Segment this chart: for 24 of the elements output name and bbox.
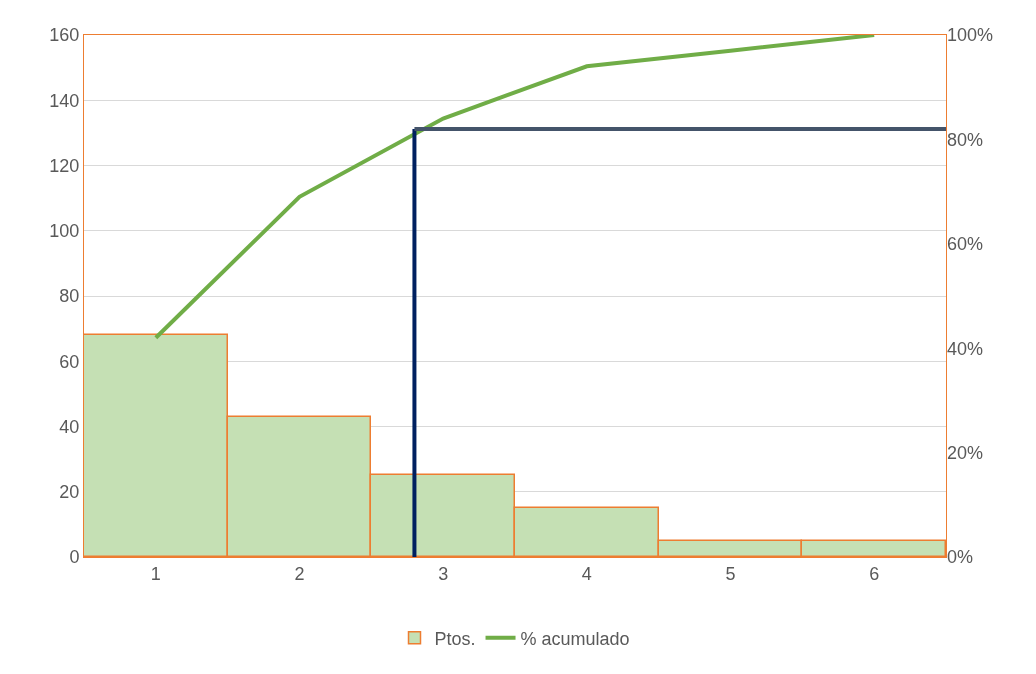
y-tick-label: 160 [49, 25, 80, 46]
y-tick-label: 140 [49, 90, 80, 111]
x-tick-label: 6 [869, 563, 880, 584]
y2-tick-label: 0% [947, 547, 974, 568]
x-tick-label: 4 [581, 563, 592, 584]
y2-tick-label: 20% [947, 442, 984, 463]
y-tick-label: 0 [69, 547, 80, 568]
x-tick-label: 3 [438, 563, 449, 584]
y2-tick-label: 40% [947, 338, 984, 359]
y-tick-label: 40 [59, 416, 80, 437]
legend-label: Ptos. [434, 628, 476, 649]
y-tick-label: 80 [59, 286, 80, 307]
y2-tick-label: 60% [947, 234, 984, 255]
y-tick-label: 100 [49, 221, 80, 242]
legend-label: % acumulado [520, 628, 630, 649]
y-tick-label: 60 [59, 351, 80, 372]
x-tick-label: 1 [150, 563, 161, 584]
x-tick-label: 5 [725, 563, 736, 584]
y2-tick-label: 80% [947, 129, 984, 150]
y-tick-label: 20 [59, 482, 80, 503]
y2-tick-label: 100% [947, 25, 994, 46]
line-series [153, 35, 877, 340]
y-tick-label: 120 [49, 155, 80, 176]
x-tick-label: 2 [294, 563, 305, 584]
